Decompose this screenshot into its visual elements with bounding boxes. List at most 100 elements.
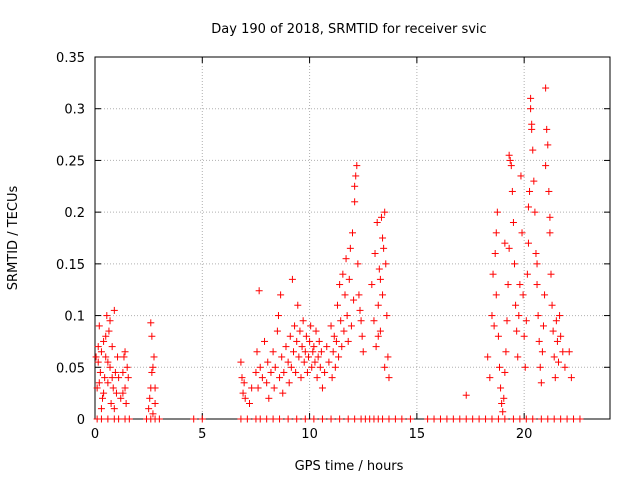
y-tick-label: 0.05 xyxy=(56,361,85,376)
data-point xyxy=(121,348,129,356)
data-point xyxy=(264,358,272,366)
data-point xyxy=(239,389,247,397)
data-point xyxy=(263,379,271,387)
data-point xyxy=(379,234,387,242)
data-point xyxy=(542,84,550,92)
data-point xyxy=(553,337,561,345)
data-point xyxy=(511,260,519,268)
data-point xyxy=(108,343,116,351)
y-tick-label: 0.2 xyxy=(64,206,85,221)
data-point xyxy=(309,348,317,356)
data-point xyxy=(544,415,552,423)
data-point xyxy=(505,151,513,159)
plot-area-border xyxy=(94,56,611,420)
data-point xyxy=(291,322,299,330)
data-point xyxy=(501,415,509,423)
data-point xyxy=(520,332,528,340)
x-tick-label: 15 xyxy=(409,427,426,442)
data-point xyxy=(512,301,520,309)
data-point xyxy=(114,353,122,361)
data-point xyxy=(256,363,264,371)
data-point xyxy=(462,415,470,423)
data-point xyxy=(486,374,494,382)
data-point xyxy=(357,317,365,325)
data-point xyxy=(341,291,349,299)
data-point xyxy=(292,368,300,376)
data-point xyxy=(115,374,123,382)
data-point xyxy=(535,337,543,345)
y-tick-label: 0.1 xyxy=(64,310,85,325)
data-point xyxy=(406,415,414,423)
data-point xyxy=(489,270,497,278)
data-point xyxy=(530,177,538,185)
data-point xyxy=(104,358,112,366)
data-point xyxy=(106,363,114,371)
y-tick-label: 0.25 xyxy=(56,154,85,169)
x-tick-label: 0 xyxy=(91,427,99,442)
data-point xyxy=(355,291,363,299)
data-point xyxy=(110,405,118,413)
data-point xyxy=(147,319,155,327)
data-point xyxy=(296,327,304,335)
data-point xyxy=(373,218,381,226)
data-point xyxy=(503,317,511,325)
data-point xyxy=(333,301,341,309)
data-point xyxy=(529,415,537,423)
data-point xyxy=(492,229,500,237)
data-point xyxy=(547,270,555,278)
data-point xyxy=(104,415,112,423)
data-point xyxy=(270,384,278,392)
data-point xyxy=(338,343,346,351)
data-point xyxy=(551,374,559,382)
data-point xyxy=(246,399,253,407)
data-point xyxy=(240,379,248,387)
data-point xyxy=(545,187,553,195)
data-point xyxy=(523,270,531,278)
data-point xyxy=(559,348,567,356)
data-point xyxy=(269,348,277,356)
data-point xyxy=(344,415,352,423)
data-point xyxy=(106,317,114,325)
data-point xyxy=(543,125,551,133)
data-point xyxy=(499,408,507,416)
data-point xyxy=(398,415,406,423)
data-point xyxy=(269,415,277,423)
data-point xyxy=(516,281,524,289)
data-point xyxy=(120,353,128,361)
data-point xyxy=(280,368,288,376)
data-point xyxy=(112,389,120,397)
data-point xyxy=(381,363,389,371)
data-point xyxy=(430,415,438,423)
data-point xyxy=(285,379,293,387)
data-point xyxy=(488,415,496,423)
data-point xyxy=(550,415,558,423)
data-point xyxy=(501,368,509,376)
data-point xyxy=(532,250,540,258)
data-point xyxy=(351,182,359,190)
data-point xyxy=(123,363,131,371)
x-tick-label: 5 xyxy=(198,427,206,442)
data-point xyxy=(316,363,324,371)
data-point xyxy=(295,353,303,361)
data-point xyxy=(121,384,129,392)
data-point xyxy=(385,374,393,382)
data-point xyxy=(548,301,556,309)
data-point xyxy=(346,244,354,252)
data-point xyxy=(315,337,323,345)
data-point xyxy=(376,327,384,335)
data-point xyxy=(557,332,565,340)
data-point xyxy=(323,343,331,351)
data-point xyxy=(329,348,337,356)
data-point xyxy=(443,415,451,423)
data-point xyxy=(351,198,359,206)
data-point xyxy=(318,384,326,392)
data-point xyxy=(101,374,109,382)
data-point xyxy=(146,394,154,402)
data-point xyxy=(552,317,560,325)
x-tick-label: 10 xyxy=(301,427,318,442)
data-point xyxy=(102,353,110,361)
data-point xyxy=(374,301,382,309)
data-point xyxy=(508,187,516,195)
data-point xyxy=(99,394,107,402)
data-point xyxy=(318,415,326,423)
